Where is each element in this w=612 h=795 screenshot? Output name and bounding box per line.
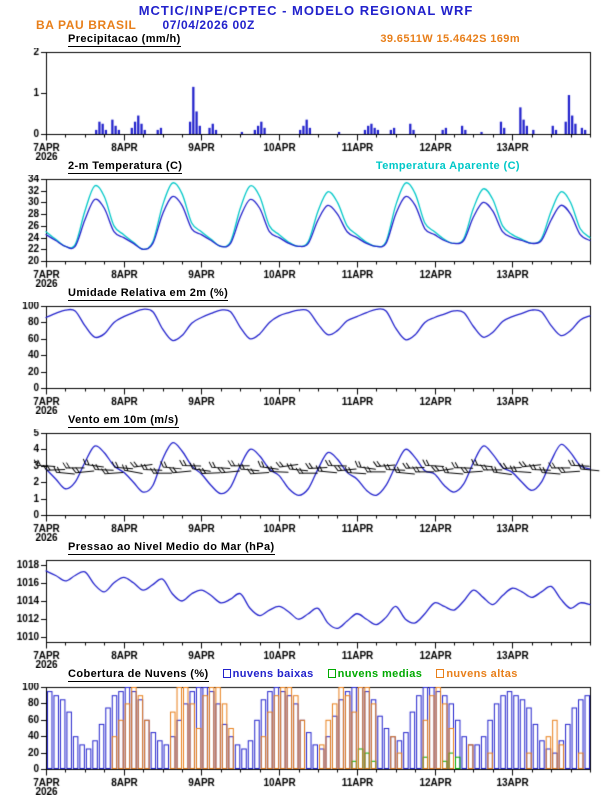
- panel-humidity: Umidade Relativa em 2m (%): [0, 287, 612, 414]
- cloud-legend: nuvens baixas nuvens medias nuvens altas: [222, 668, 518, 680]
- mid-clouds-swatch-icon: [327, 669, 336, 678]
- run-datetime: 07/04/2026 00Z: [162, 18, 255, 32]
- panel-title-wind: Vento em 10m (m/s): [68, 414, 179, 428]
- header-subline: BA PAU BRASIL 07/04/2026 00Z: [0, 18, 612, 33]
- precipitation-chart: [0, 48, 612, 160]
- panel-title-temperature: 2-m Temperatura (C): [68, 160, 183, 174]
- low-clouds-swatch-icon: [222, 669, 231, 678]
- temperature-chart: [0, 175, 612, 287]
- panel-precipitation: Precipitacao (mm/h) 39.6511W 15.4642S 16…: [0, 33, 612, 160]
- panel-title-pressure: Pressao ao Nivel Medio do Mar (hPa): [68, 541, 275, 555]
- station-coordinates: 39.6511W 15.4642S 169m: [380, 33, 520, 45]
- apparent-temperature-label: Temperatura Aparente (C): [375, 160, 520, 172]
- panel-title-cloud-cover: Cobertura de Nuvens (%): [68, 668, 209, 682]
- humidity-chart: [0, 302, 612, 414]
- legend-mid-clouds: nuvens medias: [327, 668, 423, 680]
- page-title: MCTIC/INPE/CPTEC - MODELO REGIONAL WRF: [138, 3, 474, 18]
- wind-chart: [0, 429, 612, 541]
- panel-pressure: Pressao ao Nivel Medio do Mar (hPa): [0, 541, 612, 668]
- cloud-cover-chart: [0, 683, 612, 795]
- panel-cloud-cover: Cobertura de Nuvens (%) nuvens baixas nu…: [0, 668, 612, 795]
- legend-low-clouds: nuvens baixas: [222, 668, 314, 680]
- high-clouds-swatch-icon: [436, 669, 445, 678]
- panel-title-humidity: Umidade Relativa em 2m (%): [68, 287, 229, 301]
- panel-temperature: 2-m Temperatura (C) Temperatura Aparente…: [0, 160, 612, 287]
- panel-title-precipitation: Precipitacao (mm/h): [68, 33, 181, 47]
- panel-wind: Vento em 10m (m/s): [0, 414, 612, 541]
- station-name: BA PAU BRASIL: [36, 18, 137, 32]
- pressure-chart: [0, 556, 612, 668]
- legend-high-clouds: nuvens altas: [436, 668, 517, 680]
